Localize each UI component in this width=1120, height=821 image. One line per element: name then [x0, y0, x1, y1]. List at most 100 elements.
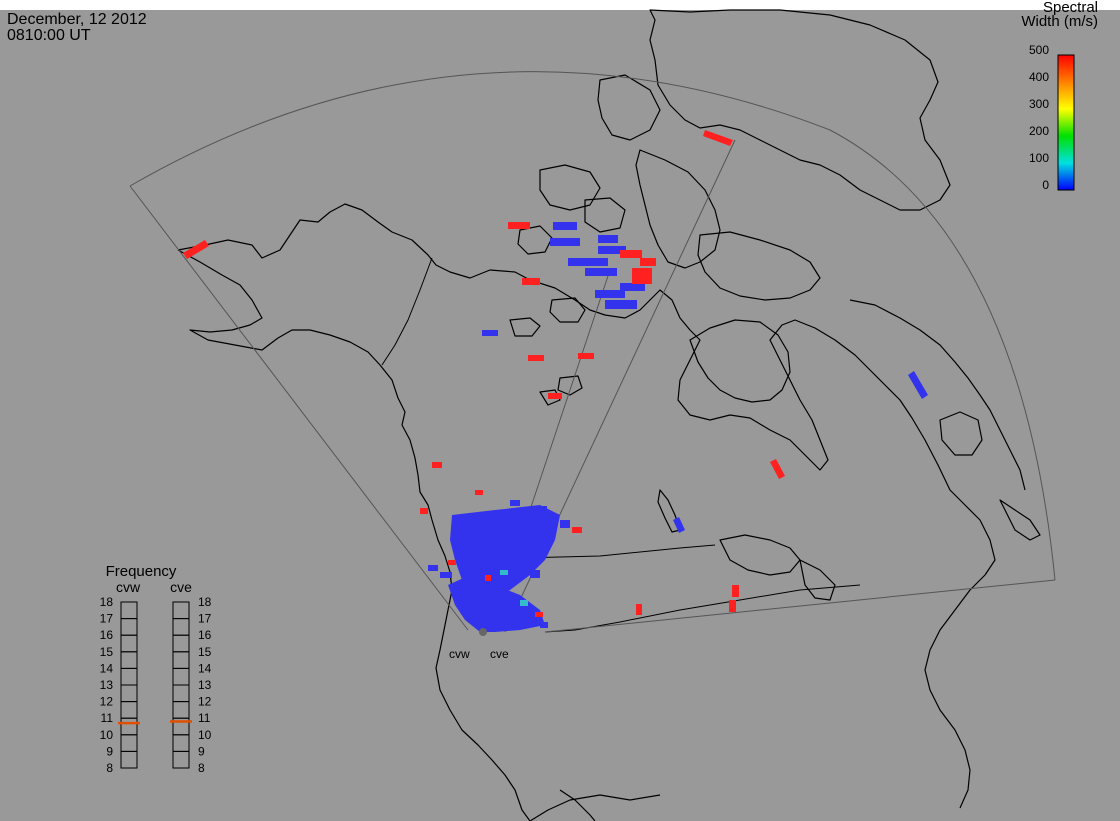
coastlines — [177, 9, 1041, 821]
frequency-cell — [120, 684, 138, 703]
colorbar-tick-label: 100 — [1029, 151, 1049, 165]
scatter-fan-near — [450, 505, 560, 600]
frequency-panel: Frequency cvw cve 18 17 16 15 14 13 12 11 10 9 8 18… — [100, 563, 212, 775]
island-baffin — [635, 149, 721, 269]
southwest-coast — [529, 794, 661, 821]
frequency-radar-cve: cve — [170, 579, 192, 595]
alaska-coast — [177, 203, 531, 281]
island-d — [549, 297, 586, 323]
alaska-west-coast — [177, 249, 381, 366]
frequency-tick-label: 17 — [198, 612, 212, 626]
frequency-cell — [172, 667, 190, 686]
island-e — [697, 231, 821, 301]
frequency-cell — [120, 734, 138, 752]
frequency-tick-label: 18 — [100, 595, 114, 609]
newfoundland — [939, 411, 983, 456]
frequency-tick-label: 13 — [100, 678, 114, 692]
island-h — [539, 389, 561, 406]
frequency-tick-label: 13 — [198, 678, 212, 692]
lake-2 — [799, 559, 836, 601]
fov-east-edge — [544, 579, 1056, 633]
scatter-fan-south — [448, 575, 545, 632]
frequency-cell — [120, 601, 138, 620]
cell-quebec — [908, 371, 928, 399]
frequency-radar-cvw: cvw — [116, 579, 141, 595]
radar-label-cve: cve — [490, 647, 509, 661]
cell-greenland — [703, 130, 733, 146]
radar-label-cvw: cvw — [449, 647, 470, 661]
great-lakes — [719, 534, 801, 576]
frequency-tick-label: 12 — [198, 695, 212, 709]
cell-alaska — [183, 240, 209, 259]
frequency-title: Frequency — [106, 563, 177, 580]
frequency-tick-label: 8 — [198, 761, 205, 775]
lake-winnipeg — [657, 489, 681, 533]
island-ellesmere — [597, 74, 661, 141]
frequency-tick-label: 10 — [100, 728, 114, 742]
island-a — [539, 164, 601, 211]
frequency-cell — [120, 667, 138, 686]
colorbar-tick-label: 400 — [1029, 70, 1049, 84]
frequency-cell — [172, 734, 190, 752]
frequency-tick-label: 14 — [100, 661, 114, 675]
baja — [559, 789, 596, 821]
island-f — [509, 317, 541, 337]
frequency-cell — [172, 634, 190, 653]
backscatter — [183, 130, 928, 632]
colorbar-title-line2: Width (m/s) — [1021, 13, 1098, 30]
frequency-tick-label: 11 — [101, 711, 114, 725]
frequency-cell — [172, 750, 190, 769]
frequency-tick-label: 15 — [198, 645, 212, 659]
colorbar-gradient — [1057, 54, 1075, 191]
colorbar-tick-label: 500 — [1029, 43, 1049, 57]
frequency-cell — [120, 651, 138, 669]
cell-hudson — [770, 459, 785, 479]
frequency-tick-label: 17 — [100, 612, 114, 626]
colorbar-tick-label: 200 — [1029, 124, 1049, 138]
frequency-cell — [172, 651, 190, 669]
top-strip — [0, 0, 1120, 10]
colorbar-title-line1: Spectral — [1043, 0, 1098, 16]
frequency-cell — [120, 717, 138, 736]
labrador-coast — [849, 299, 1026, 491]
frequency-tick-label: 9 — [198, 744, 205, 758]
greenland — [649, 9, 951, 211]
cell-manitoba — [673, 517, 685, 533]
frequency-cell — [120, 750, 138, 769]
frequency-cell — [172, 701, 190, 719]
frequency-cell — [172, 601, 190, 620]
frequency-cell — [120, 701, 138, 719]
frequency-tick-label: 18 — [198, 595, 212, 609]
hudson-bay — [689, 319, 791, 403]
us-canada-border — [544, 584, 861, 633]
island-g — [557, 375, 583, 396]
date-label: December, 12 2012 — [7, 11, 147, 28]
colorbar-tick-label: 0 — [1042, 178, 1049, 192]
frequency-tick-label: 11 — [198, 711, 211, 725]
frequency-cell — [172, 618, 190, 636]
east-coast — [924, 574, 986, 809]
frequency-tick-label: 8 — [106, 761, 113, 775]
frequency-tick-label: 16 — [100, 628, 114, 642]
time-label: 0810:00 UT — [7, 27, 91, 44]
alaska-canada-border — [381, 257, 433, 366]
frequency-tick-label: 15 — [100, 645, 114, 659]
frequency-tick-label: 12 — [100, 695, 114, 709]
frequency-tick-label: 9 — [106, 744, 113, 758]
frequency-tick-label: 10 — [198, 728, 212, 742]
island-b — [584, 197, 626, 233]
radar-site-marker — [479, 628, 487, 636]
colorbar-legend: Spectral Width (m/s) 500 400 300 200 100 0 — [1021, 0, 1098, 192]
island-c — [517, 225, 553, 255]
field-of-view — [129, 71, 1056, 633]
colorbar-tick-label: 300 — [1029, 97, 1049, 111]
nova-scotia — [999, 499, 1041, 541]
frequency-cell — [172, 684, 190, 703]
frequency-tick-label: 14 — [198, 661, 212, 675]
fov-outer-arc — [129, 71, 1056, 581]
frequency-cell — [120, 618, 138, 636]
frequency-tick-label: 16 — [198, 628, 212, 642]
arctic-mainland-coast — [529, 279, 996, 576]
